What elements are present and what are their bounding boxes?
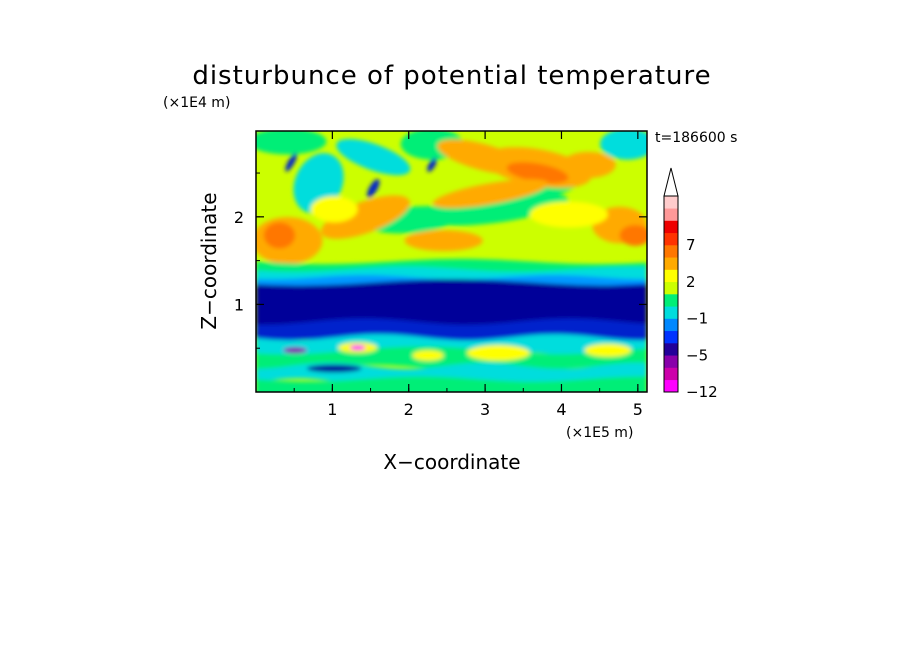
colorbar-label-3: 2 <box>686 273 696 291</box>
colorbar: −12−5−127 <box>663 167 718 401</box>
contour-cell <box>412 350 444 361</box>
colorbar-level-11 <box>664 245 678 258</box>
x-scale-label: (×1E5 m) <box>566 425 633 441</box>
contour-field <box>256 131 647 392</box>
contour-cell <box>256 131 327 155</box>
colorbar-level-7 <box>664 294 678 307</box>
y-tick-label-0: 1 <box>234 295 244 314</box>
contour-cell <box>428 193 569 226</box>
colorbar-level-14 <box>664 208 678 221</box>
colorbar-level-0 <box>664 379 678 393</box>
contour-band <box>256 346 647 373</box>
chart-title: disturbunce of potential temperature <box>192 61 711 91</box>
contour-cell <box>306 364 362 373</box>
contour-cell <box>263 222 296 249</box>
contour-cell <box>584 343 632 357</box>
colorbar-label-2: −1 <box>686 310 708 328</box>
x-tick-label-4: 5 <box>633 400 643 419</box>
colorbar-level-8 <box>664 281 678 295</box>
colorbar-label-0: −12 <box>686 383 718 401</box>
x-axis-label: X−coordinate <box>383 450 520 474</box>
colorbar-level-5 <box>664 318 678 332</box>
y-axis-label: Z−coordinate <box>197 192 221 329</box>
colorbar-level-6 <box>664 306 678 319</box>
contour-cell <box>619 224 647 246</box>
plot-area <box>256 131 647 392</box>
colorbar-level-3 <box>664 343 678 356</box>
contour-cell <box>432 179 549 209</box>
y-tick-label-1: 2 <box>234 208 244 227</box>
x-tick-label-3: 4 <box>556 400 566 419</box>
colorbar-level-10 <box>664 257 678 270</box>
colorbar-extend-max <box>663 167 679 197</box>
contour-cell <box>283 347 307 354</box>
contour-cell <box>336 138 411 176</box>
x-axis: 1 2 3 4 5 <box>293 131 643 419</box>
contour-cell <box>285 153 298 172</box>
colorbar-level-1 <box>664 367 678 381</box>
contour-band <box>256 279 647 330</box>
colorbar-level-15 <box>664 196 678 209</box>
contour-cell <box>467 345 530 361</box>
contour-cell <box>600 131 647 160</box>
colorbar-level-12 <box>664 232 678 246</box>
contour-cell <box>560 151 616 178</box>
contour-band <box>256 376 647 392</box>
x-tick-label-0: 1 <box>327 400 337 419</box>
x-tick-label-1: 2 <box>404 400 414 419</box>
colorbar-level-4 <box>664 330 678 344</box>
colorbar-level-9 <box>664 269 678 283</box>
contour-cell <box>427 157 437 172</box>
colorbar-label-1: −5 <box>686 346 708 364</box>
contour-cell <box>349 345 366 351</box>
contour-cell <box>310 196 358 223</box>
y-axis: 12 <box>234 172 647 349</box>
colorbar-level-2 <box>664 355 678 368</box>
colorbar-level-13 <box>664 220 678 234</box>
y-scale-label: (×1E4 m) <box>163 95 230 111</box>
time-label: t=186600 s <box>655 130 737 146</box>
colorbar-label-4: 7 <box>686 236 696 254</box>
contour-cell <box>529 201 608 228</box>
plot-frame <box>255 130 648 393</box>
contour-cell <box>321 195 410 239</box>
contour-cell <box>404 230 483 252</box>
contour-cell <box>506 162 569 184</box>
x-tick-label-2: 3 <box>480 400 490 419</box>
contour-cell <box>367 179 380 198</box>
